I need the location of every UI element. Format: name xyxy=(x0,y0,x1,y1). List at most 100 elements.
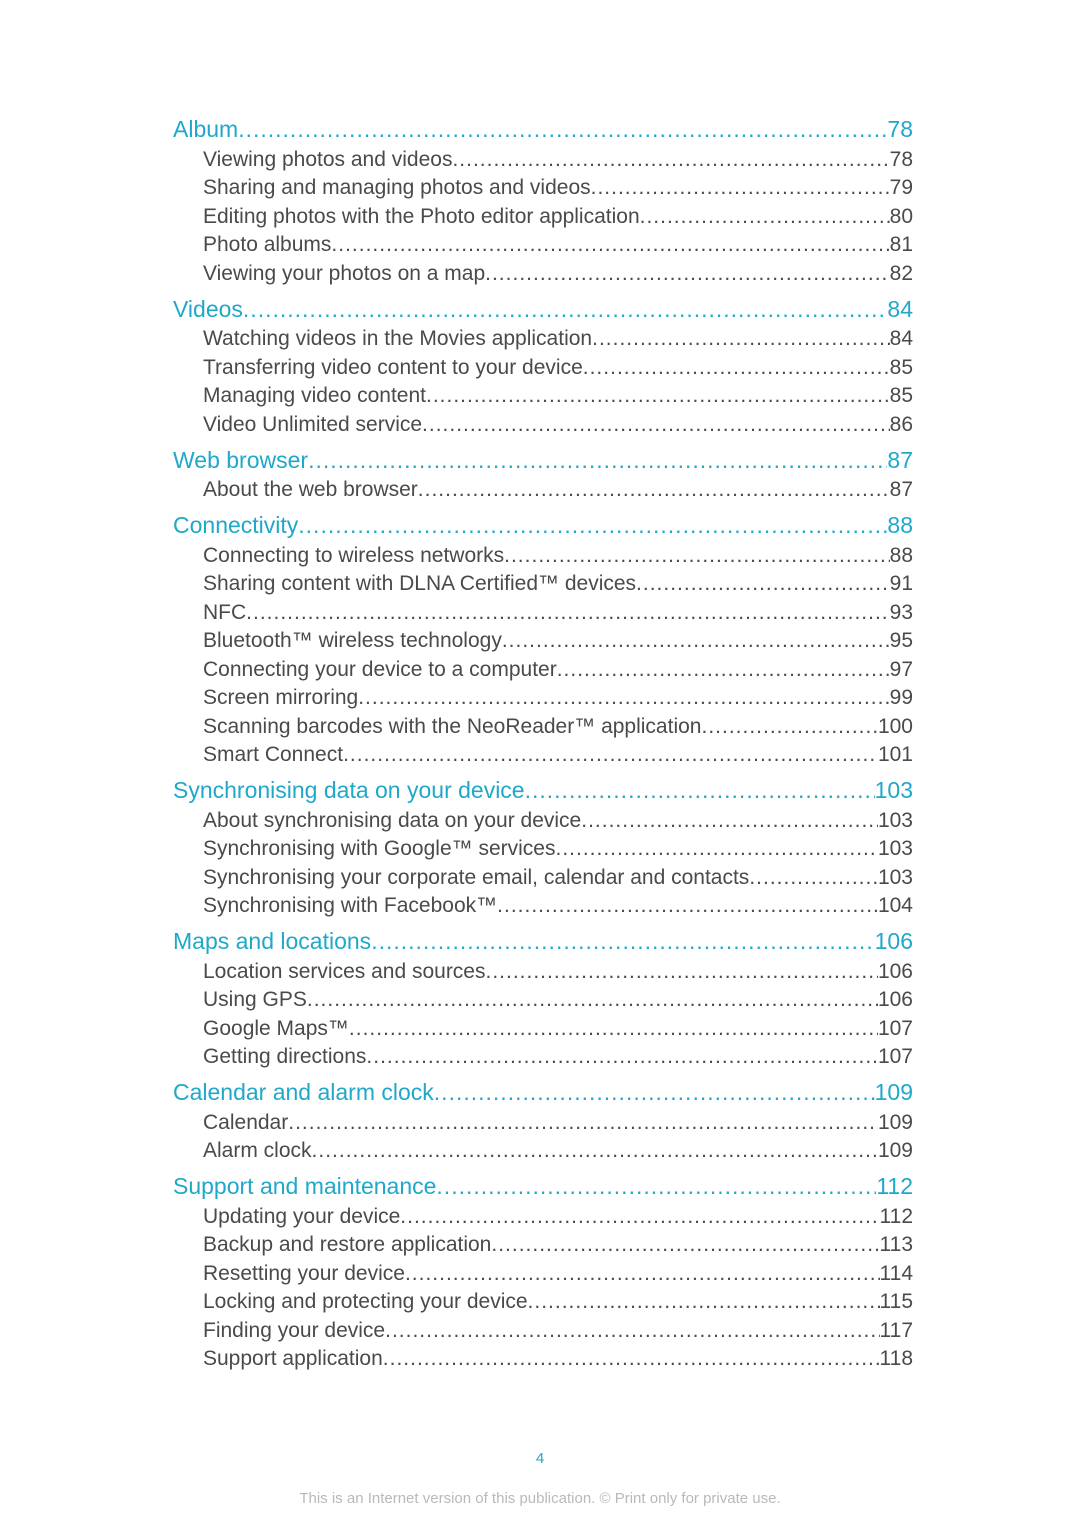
toc-section-link[interactable]: Support and maintenance.................… xyxy=(173,1175,913,1198)
toc-sub-page: 84 xyxy=(890,328,913,349)
toc-sub-link[interactable]: Locking and protecting your device......… xyxy=(203,1291,913,1312)
toc-sub-link[interactable]: Smart Connect...........................… xyxy=(203,744,913,765)
toc-leader-dots: ........................................… xyxy=(485,263,890,284)
toc-sub-link[interactable]: Connecting to wireless networks.........… xyxy=(203,545,913,566)
toc-sub-link[interactable]: Bluetooth™ wireless technology..........… xyxy=(203,630,913,651)
toc-section-page: 109 xyxy=(875,1081,913,1104)
toc-leader-dots: ........................................… xyxy=(486,961,878,982)
toc-leader-dots: ........................................… xyxy=(288,1112,878,1133)
toc-sub-page: 103 xyxy=(878,838,913,859)
toc-sub-link[interactable]: Updating your device....................… xyxy=(203,1206,913,1227)
toc-sub-link[interactable]: Synchronising with Google™ services.....… xyxy=(203,838,913,859)
toc-section-link[interactable]: Web browser.............................… xyxy=(173,449,913,472)
toc-sub-link[interactable]: Support application.....................… xyxy=(203,1348,913,1369)
toc-section-link[interactable]: Videos..................................… xyxy=(173,298,913,321)
toc-sub-link[interactable]: Finding your device.....................… xyxy=(203,1320,913,1341)
toc-sub-title: Sharing content with DLNA Certified™ dev… xyxy=(203,573,636,594)
toc-sub-link[interactable]: Google Maps™............................… xyxy=(203,1018,913,1039)
toc-sub-link[interactable]: Sharing and managing photos and videos..… xyxy=(203,177,913,198)
toc-sub-page: 103 xyxy=(878,867,913,888)
toc-section-link[interactable]: Synchronising data on your device.......… xyxy=(173,779,913,802)
toc-sub-link[interactable]: Getting directions......................… xyxy=(203,1046,913,1067)
toc-sub-link[interactable]: About the web browser...................… xyxy=(203,479,913,500)
toc-leader-dots: ........................................… xyxy=(385,1320,879,1341)
toc-sub-link[interactable]: Editing photos with the Photo editor app… xyxy=(203,206,913,227)
toc-sub-link[interactable]: Transferring video content to your devic… xyxy=(203,357,913,378)
toc-sub-page: 86 xyxy=(890,414,913,435)
toc-sub-link[interactable]: Scanning barcodes with the NeoReader™ ap… xyxy=(203,716,913,737)
toc-leader-dots: ........................................… xyxy=(358,687,889,708)
toc-leader-dots: ........................................… xyxy=(636,573,890,594)
toc-section-link[interactable]: Maps and locations......................… xyxy=(173,930,913,953)
toc-section-link[interactable]: Connectivity............................… xyxy=(173,514,913,537)
toc-leader-dots: ........................................… xyxy=(504,545,890,566)
toc-section-page: 103 xyxy=(875,779,913,802)
toc-sub-link[interactable]: Photo albums............................… xyxy=(203,234,913,255)
toc-sub-link[interactable]: About synchronising data on your device.… xyxy=(203,810,913,831)
toc-sub-page: 85 xyxy=(890,385,913,406)
toc-sub-page: 104 xyxy=(878,895,913,916)
toc-leader-dots: ........................................… xyxy=(331,234,889,255)
toc-sub-title: Photo albums xyxy=(203,234,331,255)
toc-sub-title: Synchronising with Facebook™ xyxy=(203,895,497,916)
toc-sub-page: 109 xyxy=(878,1140,913,1161)
toc-leader-dots: ........................................… xyxy=(557,659,890,680)
toc-leader-dots: ........................................… xyxy=(592,328,890,349)
toc-leader-dots: ........................................… xyxy=(583,357,890,378)
toc-section-page: 112 xyxy=(876,1175,913,1198)
toc-leader-dots: ........................................… xyxy=(246,602,889,623)
toc-sub-link[interactable]: Alarm clock.............................… xyxy=(203,1140,913,1161)
toc-sub-link[interactable]: Video Unlimited service.................… xyxy=(203,414,913,435)
toc-section-link[interactable]: Calendar and alarm clock................… xyxy=(173,1081,913,1104)
toc-sub-page: 99 xyxy=(890,687,913,708)
toc-sub-link[interactable]: Backup and restore application..........… xyxy=(203,1234,913,1255)
toc-sub-link[interactable]: Watching videos in the Movies applicatio… xyxy=(203,328,913,349)
toc-sub-page: 106 xyxy=(878,961,913,982)
toc-sub-link[interactable]: Synchronising with Facebook™............… xyxy=(203,895,913,916)
toc-sub-title: Connecting your device to a computer xyxy=(203,659,557,680)
toc-sub-title: NFC xyxy=(203,602,246,623)
toc-leader-dots: ........................................… xyxy=(581,810,878,831)
toc-leader-dots: ........................................… xyxy=(371,930,874,953)
toc-leader-dots: ........................................… xyxy=(422,414,890,435)
toc-leader-dots: ........................................… xyxy=(400,1206,879,1227)
toc-sub-page: 88 xyxy=(890,545,913,566)
toc-sub-page: 118 xyxy=(880,1348,913,1369)
toc-sub-title: Calendar xyxy=(203,1112,288,1133)
toc-sub-title: Screen mirroring xyxy=(203,687,358,708)
toc-sub-link[interactable]: Viewing photos and videos...............… xyxy=(203,149,913,170)
toc-section-title: Album xyxy=(173,118,238,141)
toc-sub-link[interactable]: Synchronising your corporate email, cale… xyxy=(203,867,913,888)
toc-leader-dots: ........................................… xyxy=(308,449,887,472)
toc-section-group: Connectivity............................… xyxy=(173,514,913,765)
toc-sub-link[interactable]: Resetting your device...................… xyxy=(203,1263,913,1284)
toc-leader-dots: ........................................… xyxy=(749,867,878,888)
toc-sub-page: 114 xyxy=(880,1263,913,1284)
toc-sub-title: Video Unlimited service xyxy=(203,414,422,435)
toc-sub-page: 113 xyxy=(880,1234,913,1255)
toc-sub-link[interactable]: Using GPS...............................… xyxy=(203,989,913,1010)
toc-leader-dots: ........................................… xyxy=(426,385,890,406)
toc-sub-page: 107 xyxy=(878,1018,913,1039)
toc-section-group: Web browser.............................… xyxy=(173,449,913,501)
toc-sub-link[interactable]: Sharing content with DLNA Certified™ dev… xyxy=(203,573,913,594)
toc-sub-page: 91 xyxy=(890,573,913,594)
toc-sub-link[interactable]: Location services and sources...........… xyxy=(203,961,913,982)
toc-sub-link[interactable]: Viewing your photos on a map............… xyxy=(203,263,913,284)
toc-sub-title: Google Maps™ xyxy=(203,1018,349,1039)
toc-sub-link[interactable]: Connecting your device to a computer....… xyxy=(203,659,913,680)
toc-sub-title: About synchronising data on your device xyxy=(203,810,581,831)
toc-sub-link[interactable]: Calendar................................… xyxy=(203,1112,913,1133)
toc-leader-dots: ........................................… xyxy=(434,1081,875,1104)
toc-sub-link[interactable]: Managing video content..................… xyxy=(203,385,913,406)
toc-section-title: Synchronising data on your device xyxy=(173,779,525,802)
toc-sub-title: Smart Connect xyxy=(203,744,343,765)
toc-leader-dots: ........................................… xyxy=(701,716,877,737)
toc-sub-page: 100 xyxy=(878,716,913,737)
toc-sub-title: Viewing your photos on a map xyxy=(203,263,485,284)
toc-sub-link[interactable]: Screen mirroring........................… xyxy=(203,687,913,708)
toc-sub-link[interactable]: NFC.....................................… xyxy=(203,602,913,623)
toc-section-link[interactable]: Album...................................… xyxy=(173,118,913,141)
toc-section-page: 88 xyxy=(887,514,913,537)
toc-sub-title: Managing video content xyxy=(203,385,426,406)
